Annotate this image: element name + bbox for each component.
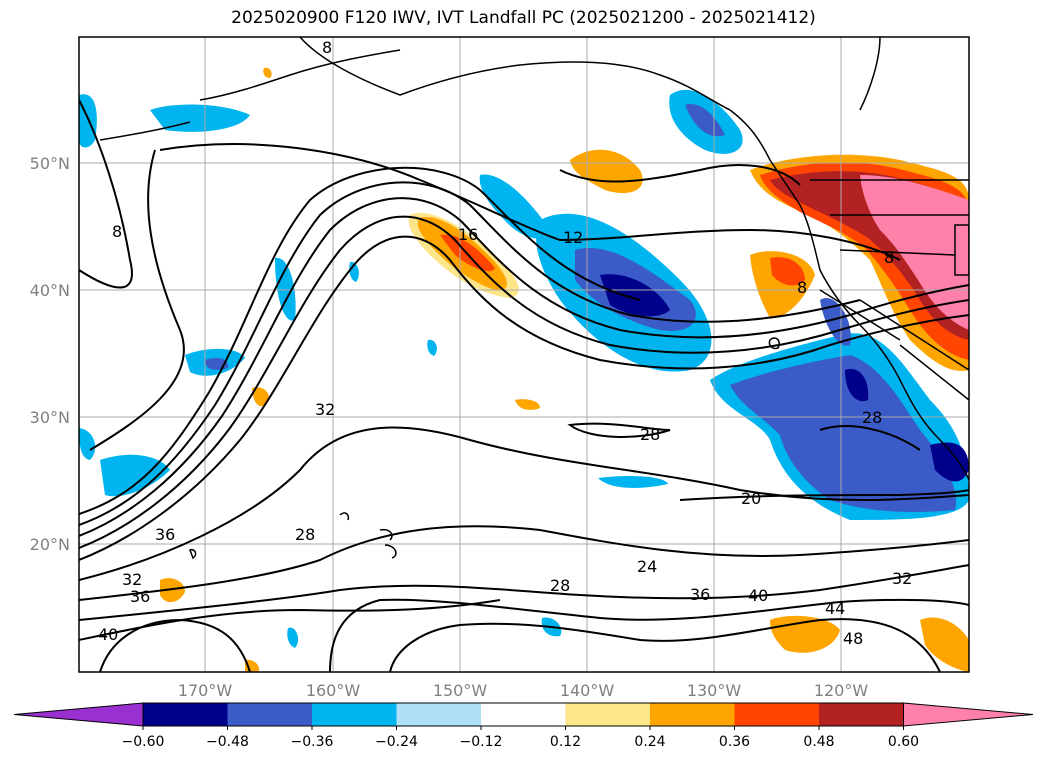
colorbar-segment <box>819 703 904 726</box>
contour-label: 36 <box>155 525 175 544</box>
latitude-labels: 50°N 40°N 30°N 20°N <box>30 154 70 554</box>
lon-label: 150°W <box>433 681 488 700</box>
longitude-labels: 170°W 160°W 150°W 140°W 130°W 120°W <box>178 681 869 700</box>
colorbar-segment <box>396 703 482 726</box>
colorbar-segment <box>481 703 566 726</box>
contour-label: 28 <box>550 576 570 595</box>
colorbar-extend-low <box>13 702 144 727</box>
colorbar-tick-label: 0.48 <box>803 734 834 750</box>
contour-labels: 8 8 12 16 28 28 28 32 32 32 36 36 36 40 … <box>98 38 912 648</box>
colorbar-segment <box>734 703 820 726</box>
contour-label: 8 <box>112 222 122 241</box>
colorbar-tick-label: −0.24 <box>375 734 418 750</box>
colorbar-extend-high <box>903 702 1034 727</box>
contour-label: 36 <box>690 585 710 604</box>
contour-label: 28 <box>862 408 882 427</box>
contour-label: 8 <box>322 38 332 57</box>
contour-label: 44 <box>825 599 845 618</box>
contour-label: 24 <box>637 557 657 576</box>
colorbar-segment <box>312 703 397 726</box>
colorbar-tick-label: −0.36 <box>291 734 334 750</box>
contour-label: 12 <box>563 228 583 247</box>
contour-label: 32 <box>892 569 912 588</box>
contour-label: 48 <box>843 629 863 648</box>
lon-label: 120°W <box>814 681 869 700</box>
colorbar-segment <box>650 703 735 726</box>
colorbar-segment <box>143 703 228 726</box>
colorbar-tick-label: −0.60 <box>122 734 165 750</box>
coastlines <box>99 37 969 560</box>
colorbar-tick-label: 0.24 <box>634 734 665 750</box>
contour-label: 28 <box>295 525 315 544</box>
lat-label: 40°N <box>30 281 70 300</box>
map-plot: 8 8 12 16 28 28 28 32 32 32 36 36 36 40 … <box>79 37 969 672</box>
colorbar-tick-label: 0.12 <box>550 734 581 750</box>
colorbar-segment <box>227 703 313 726</box>
colorbar-tick-label: 0.60 <box>888 734 919 750</box>
contour-label: 16 <box>458 225 478 244</box>
positive-anomaly-shading <box>160 67 969 672</box>
lat-label: 50°N <box>30 154 70 173</box>
colorbar-outline <box>142 702 904 727</box>
colorbar-tick-label: 0.36 <box>719 734 750 750</box>
contour-label: 32 <box>315 400 335 419</box>
lon-label: 140°W <box>560 681 615 700</box>
contour-label: 40 <box>748 586 768 605</box>
contour-label: 20 <box>741 489 761 508</box>
colorbar-tick-label: −0.48 <box>206 734 249 750</box>
ivt-contours <box>79 99 969 672</box>
map-frame <box>78 36 970 673</box>
colorbar-ticks: −0.60 −0.48 −0.36 −0.24 −0.12 0.12 0.24 0.36 0.4… <box>122 726 919 750</box>
colorbar <box>13 702 1034 727</box>
lat-label: 20°N <box>30 535 70 554</box>
lon-label: 170°W <box>178 681 233 700</box>
contour-label: 8 <box>884 248 894 267</box>
contour-label: 32 <box>122 570 142 589</box>
lat-label: 30°N <box>30 408 70 427</box>
contour-label: 36 <box>130 587 150 606</box>
lon-label: 130°W <box>687 681 742 700</box>
contour-label: 8 <box>797 278 807 297</box>
lon-label: 160°W <box>306 681 361 700</box>
contour-label: 28 <box>640 425 660 444</box>
colorbar-segment <box>565 703 651 726</box>
contour-label: 40 <box>98 625 118 644</box>
colorbar-tick-label: −0.12 <box>460 734 503 750</box>
map-title: 2025020900 F120 IWV, IVT Landfall PC (20… <box>231 8 816 28</box>
